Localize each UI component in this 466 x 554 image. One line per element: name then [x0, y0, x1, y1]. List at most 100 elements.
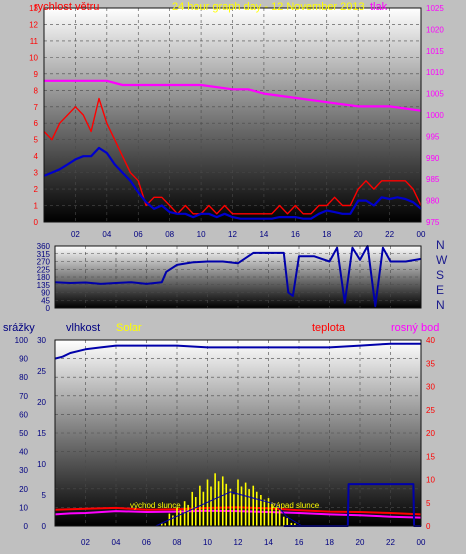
time-tick-label: 16	[295, 538, 304, 547]
time-tick-label: 02	[71, 230, 80, 239]
wind-speed-tick-label: 4	[34, 152, 39, 161]
solar-tick-label: 25	[37, 367, 46, 376]
time-tick-label: 06	[142, 538, 151, 547]
compass-label-e: E	[436, 283, 444, 297]
wind-speed-tick-label: 13	[29, 4, 38, 13]
compass-label-w: W	[436, 253, 448, 267]
compass-label-n-top: N	[436, 238, 445, 252]
time-tick-label: 02	[81, 538, 90, 547]
time-tick-label: 12	[228, 230, 237, 239]
time-tick-label: 10	[197, 230, 206, 239]
humidity-tick-label: 10	[19, 503, 28, 512]
humidity-tick-label: 30	[19, 466, 28, 475]
direction-tick-label: 135	[37, 281, 51, 290]
pressure-tick-label: 1005	[426, 90, 444, 99]
temperature-tick-label: 25	[426, 406, 435, 415]
direction-plot-frame	[54, 245, 422, 309]
humidity-tick-label: 50	[19, 429, 28, 438]
direction-tick-label: 45	[41, 296, 50, 305]
humidity-tick-label: 70	[19, 392, 28, 401]
rain-label: srážky	[3, 322, 35, 334]
solar-tick-label: 10	[37, 460, 46, 469]
sunset-label: západ slunce	[272, 501, 320, 510]
chart-title: 24 hour graph day - 12 November 2013	[172, 1, 365, 13]
weather-plot-frame	[54, 339, 422, 527]
pressure-tick-label: 975	[426, 218, 440, 227]
time-tick-label: 08	[173, 538, 182, 547]
compass-label-s: S	[436, 268, 444, 282]
temperature-tick-label: 15	[426, 452, 435, 461]
wind-speed-tick-label: 1	[34, 202, 39, 211]
time-tick-label: 04	[102, 230, 111, 239]
time-tick-label: 18	[322, 230, 331, 239]
solar-tick-label: 20	[37, 398, 46, 407]
humidity-tick-label: 80	[19, 373, 28, 382]
direction-tick-label: 270	[37, 258, 51, 267]
humidity-label: vlhkost	[66, 322, 100, 334]
time-tick-label: 16	[291, 230, 300, 239]
solar-tick-label: 15	[37, 429, 46, 438]
pressure-tick-label: 1010	[426, 68, 444, 77]
compass-label-n-bottom: N	[436, 298, 445, 312]
solar-tick-label: 5	[42, 491, 47, 500]
wind-plot-area	[44, 8, 421, 222]
wind-speed-tick-label: 10	[29, 53, 38, 62]
temperature-tick-label: 35	[426, 359, 435, 368]
wind-speed-tick-label: 11	[30, 37, 39, 46]
temperature-label: teplota	[312, 322, 346, 334]
humidity-series-line	[54, 342, 421, 360]
direction-series-line	[54, 245, 422, 308]
humidity-tick-label: 60	[19, 410, 28, 419]
time-tick-label: 22	[386, 538, 395, 547]
time-tick-label: 08	[165, 230, 174, 239]
wind-speed-tick-label: 8	[34, 86, 39, 95]
time-tick-label: 14	[259, 230, 268, 239]
time-tick-label: 04	[112, 538, 121, 547]
pressure-tick-label: 995	[426, 132, 440, 141]
temperature-tick-label: 0	[426, 522, 431, 531]
wind-speed-tick-label: 6	[34, 119, 39, 128]
humidity-tick-label: 0	[24, 522, 29, 531]
wind-speed-tick-label: 0	[34, 218, 39, 227]
time-tick-label: 14	[264, 538, 273, 547]
direction-tick-label: 90	[41, 289, 50, 298]
pressure-series-line	[44, 79, 422, 112]
temperature-tick-label: 20	[426, 429, 435, 438]
wind-speed-label: rychlost větru	[34, 1, 99, 13]
wind-speed-tick-label: 12	[29, 21, 38, 30]
time-tick-label: 10	[203, 538, 212, 547]
direction-tick-label: 0	[46, 304, 51, 313]
direction-tick-label: 360	[37, 242, 51, 251]
wind-series-line	[43, 146, 422, 220]
time-tick-label: 00	[417, 230, 426, 239]
time-tick-label: 12	[234, 538, 243, 547]
wind-speed-tick-label: 7	[34, 103, 39, 112]
solar-tick-label: 0	[42, 522, 47, 531]
temperature-tick-label: 10	[426, 476, 435, 485]
humidity-tick-label: 90	[19, 355, 28, 364]
time-tick-label: 00	[417, 538, 426, 547]
time-tick-label: 20	[354, 230, 363, 239]
wind-speed-tick-label: 2	[34, 185, 39, 194]
time-tick-label: 06	[134, 230, 143, 239]
solar-tick-label: 30	[37, 336, 46, 345]
direction-tick-label: 180	[37, 273, 51, 282]
direction-tick-label: 315	[37, 250, 51, 259]
sunrise-label: východ slunce	[130, 501, 181, 510]
humidity-tick-label: 20	[19, 485, 28, 494]
time-tick-label: 22	[385, 230, 394, 239]
time-tick-label: 20	[356, 538, 365, 547]
pressure-tick-label: 1025	[426, 4, 444, 13]
wind-speed-tick-label: 5	[34, 136, 39, 145]
wind-plot-frame	[43, 7, 422, 223]
pressure-tick-label: 980	[426, 197, 440, 206]
pressure-label: tlak	[370, 1, 388, 13]
dewpoint-label: rosný bod	[391, 322, 439, 334]
temperature-tick-label: 5	[426, 499, 431, 508]
temperature-tick-label: 40	[426, 336, 435, 345]
pressure-tick-label: 990	[426, 154, 440, 163]
solar_max-series-line	[155, 491, 303, 527]
pressure-tick-label: 985	[426, 175, 440, 184]
temperature-tick-label: 30	[426, 383, 435, 392]
